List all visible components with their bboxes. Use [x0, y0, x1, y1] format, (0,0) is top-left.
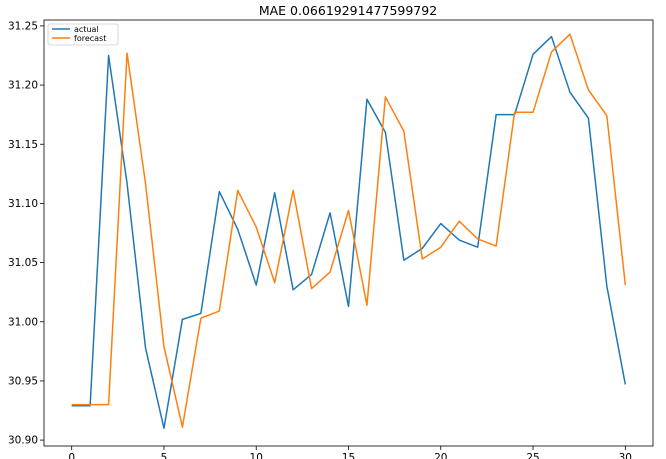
y-tick-label: 31.25 — [8, 20, 38, 32]
y-tick-label: 30.95 — [8, 375, 38, 387]
x-tick-label: 0 — [68, 452, 75, 459]
legend-label-forecast: forecast — [74, 34, 106, 43]
chart-title: MAE 0.06619291477599792 — [259, 3, 437, 18]
x-tick-label: 20 — [434, 452, 447, 459]
y-axis: 30.90 30.95 31.00 31.05 31.10 31.15 31.20 31.25 — [8, 20, 44, 447]
x-tick-label: 25 — [526, 452, 539, 459]
legend-label-actual: actual — [74, 25, 99, 34]
y-tick-label: 31.10 — [8, 198, 38, 210]
y-tick-label: 31.20 — [8, 80, 38, 92]
series-line-forecast — [71, 33, 627, 428]
y-tick-label: 31.00 — [8, 316, 38, 328]
legend: actual forecast — [47, 23, 119, 46]
y-tick-label: 31.05 — [8, 257, 38, 269]
x-tick-label: 30 — [619, 452, 632, 459]
plot-area — [43, 19, 654, 447]
y-tick-label: 30.90 — [8, 435, 38, 447]
series-line-actual — [71, 35, 627, 429]
x-tick-label: 5 — [161, 452, 168, 459]
x-tick-label: 10 — [250, 452, 263, 459]
series-layer — [71, 33, 627, 429]
x-tick-label: 15 — [342, 452, 355, 459]
y-tick-label: 31.15 — [8, 139, 38, 151]
x-axis: 0 5 10 15 20 25 30 — [68, 446, 632, 459]
